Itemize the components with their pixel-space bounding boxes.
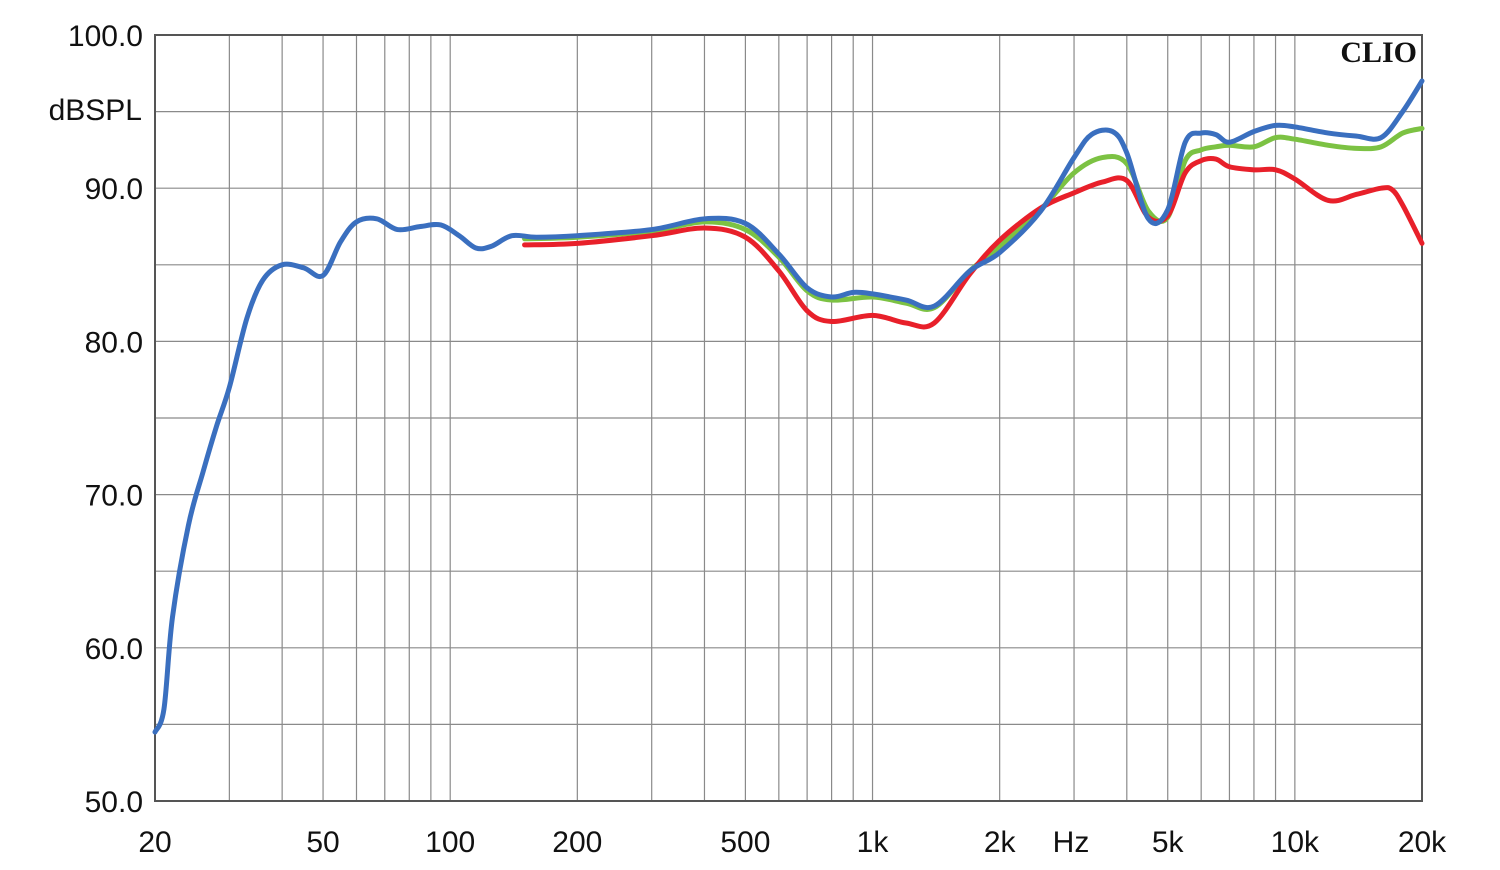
x-tick-label: 20 — [138, 826, 171, 859]
x-tick-label: 500 — [720, 826, 770, 859]
tick-labels: 50.0 60.0 70.0 80.0 90.0 100.0 20 50 100 200 500 1k… — [68, 20, 1447, 859]
series-lines — [152, 78, 1425, 735]
x-tick-label: 100 — [425, 826, 475, 859]
y-axis-unit-label: dBSPL — [49, 94, 142, 127]
x-tick-label: 5k — [1152, 826, 1185, 859]
clio-brand-label: CLIO — [1340, 36, 1417, 69]
x-tick-label: 10k — [1271, 826, 1320, 859]
x-tick-label: 200 — [552, 826, 602, 859]
series-line-3 — [152, 78, 1425, 735]
x-tick-label: 50 — [306, 826, 339, 859]
y-tick-label: 90.0 — [85, 173, 143, 206]
y-tick-label: 60.0 — [85, 633, 143, 666]
series-line-2 — [522, 156, 1425, 330]
x-tick-label: 2k — [984, 826, 1017, 859]
series-line-1 — [522, 125, 1425, 312]
plot-frame — [154, 34, 1423, 802]
grid — [154, 34, 1423, 802]
y-tick-label: 70.0 — [85, 480, 143, 513]
x-axis-unit-label: Hz — [1053, 826, 1090, 859]
y-tick-label: 80.0 — [85, 326, 143, 359]
x-tick-label: 20k — [1398, 826, 1447, 859]
y-tick-label: 50.0 — [85, 786, 143, 819]
y-tick-label: 100.0 — [68, 20, 143, 53]
x-tick-label: 1k — [857, 826, 890, 859]
